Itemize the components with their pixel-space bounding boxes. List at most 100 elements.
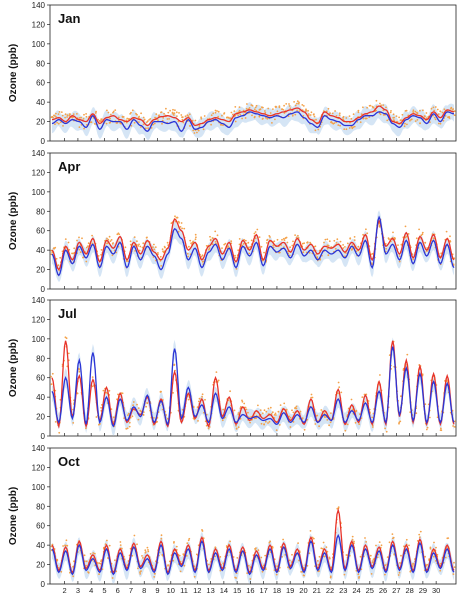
observation-point (133, 121, 136, 124)
observation-point (271, 411, 274, 414)
observation-point (353, 236, 356, 238)
observation-point (365, 541, 367, 543)
observation-point (127, 414, 129, 416)
observation-point (95, 416, 98, 418)
observation-point (398, 571, 401, 574)
observation-point (254, 231, 257, 233)
observation-point (303, 428, 306, 431)
observation-point (308, 251, 311, 254)
observation-point (146, 546, 149, 549)
observation-point (105, 122, 108, 125)
observation-point (353, 540, 355, 543)
observation-point (274, 412, 277, 415)
x-tick-label: 2 (63, 586, 67, 595)
observation-point (350, 117, 353, 120)
red-series-line (51, 105, 455, 127)
observation-point (219, 556, 222, 558)
observation-point (371, 561, 374, 564)
observation-point (318, 425, 320, 428)
observation-point (339, 240, 342, 243)
observation-point (288, 415, 290, 418)
observation-point (98, 573, 100, 575)
observation-point (432, 106, 435, 109)
observation-point (428, 416, 431, 419)
observation-point (405, 538, 408, 541)
observation-point (249, 578, 252, 580)
observation-point (186, 114, 189, 117)
observation-point (409, 411, 412, 413)
observation-point (195, 553, 198, 556)
observation-point (405, 235, 408, 238)
observation-point (261, 412, 264, 415)
observation-point (269, 112, 272, 114)
observation-point (142, 411, 145, 413)
observation-point (76, 239, 78, 242)
observation-point (291, 553, 293, 556)
observation-point (90, 121, 93, 124)
observation-point (56, 121, 58, 124)
observation-point (251, 114, 253, 117)
observation-point (161, 122, 163, 125)
observation-point (227, 116, 230, 119)
observation-point (445, 230, 448, 233)
observation-point (209, 235, 211, 238)
observation-point (227, 245, 230, 248)
observation-point (165, 107, 167, 110)
observation-point (99, 562, 102, 565)
observation-point (380, 544, 383, 547)
observation-point (186, 542, 189, 545)
observation-point (311, 536, 314, 539)
observation-point (318, 570, 320, 572)
observation-point (340, 391, 343, 394)
observation-point (223, 112, 226, 114)
observation-point (429, 547, 432, 550)
observation-point (154, 116, 157, 119)
observation-point (351, 535, 354, 538)
observation-point (289, 246, 291, 249)
observation-point (388, 541, 391, 544)
observation-point (400, 554, 402, 557)
observation-point (281, 238, 283, 241)
observation-point (316, 560, 319, 562)
x-tick-label: 15 (233, 586, 241, 595)
observation-point (359, 413, 361, 415)
observation-point (275, 105, 277, 108)
y-tick-label: 120 (32, 463, 46, 472)
uncertainty-band (52, 210, 454, 282)
y-tick-label: 60 (36, 79, 45, 88)
x-tick-label: 29 (419, 586, 427, 595)
observation-point (60, 570, 63, 573)
observation-point (50, 383, 53, 386)
observation-point (266, 117, 269, 120)
observation-point (441, 111, 444, 114)
observation-point (302, 105, 305, 107)
panel-jul: 0 20 40 60 80 100 120 140 Ozone (ppb) Jul (8, 296, 457, 441)
observation-point (253, 417, 256, 420)
observation-point (415, 111, 418, 114)
observation-point (302, 251, 305, 254)
observation-point (154, 246, 157, 249)
observation-point (106, 109, 108, 112)
observation-point (404, 122, 406, 125)
observation-point (345, 117, 348, 119)
observation-point (444, 556, 447, 559)
observation-point (210, 114, 213, 117)
observation-point (68, 113, 71, 115)
observation-point (430, 107, 433, 110)
observation-point (237, 114, 240, 117)
observation-point (386, 119, 389, 122)
observation-point (440, 427, 442, 430)
observation-point (292, 411, 295, 414)
observation-point (78, 126, 81, 128)
observation-point (343, 128, 346, 131)
observation-point (64, 116, 66, 119)
observation-point (325, 546, 328, 548)
observation-point (275, 414, 277, 416)
observation-point (85, 564, 87, 567)
observation-point (260, 422, 263, 425)
observation-point (362, 106, 364, 109)
observation-point (434, 106, 437, 108)
observation-point (263, 251, 265, 254)
observation-point (214, 230, 217, 233)
y-tick-label: 80 (36, 207, 45, 216)
